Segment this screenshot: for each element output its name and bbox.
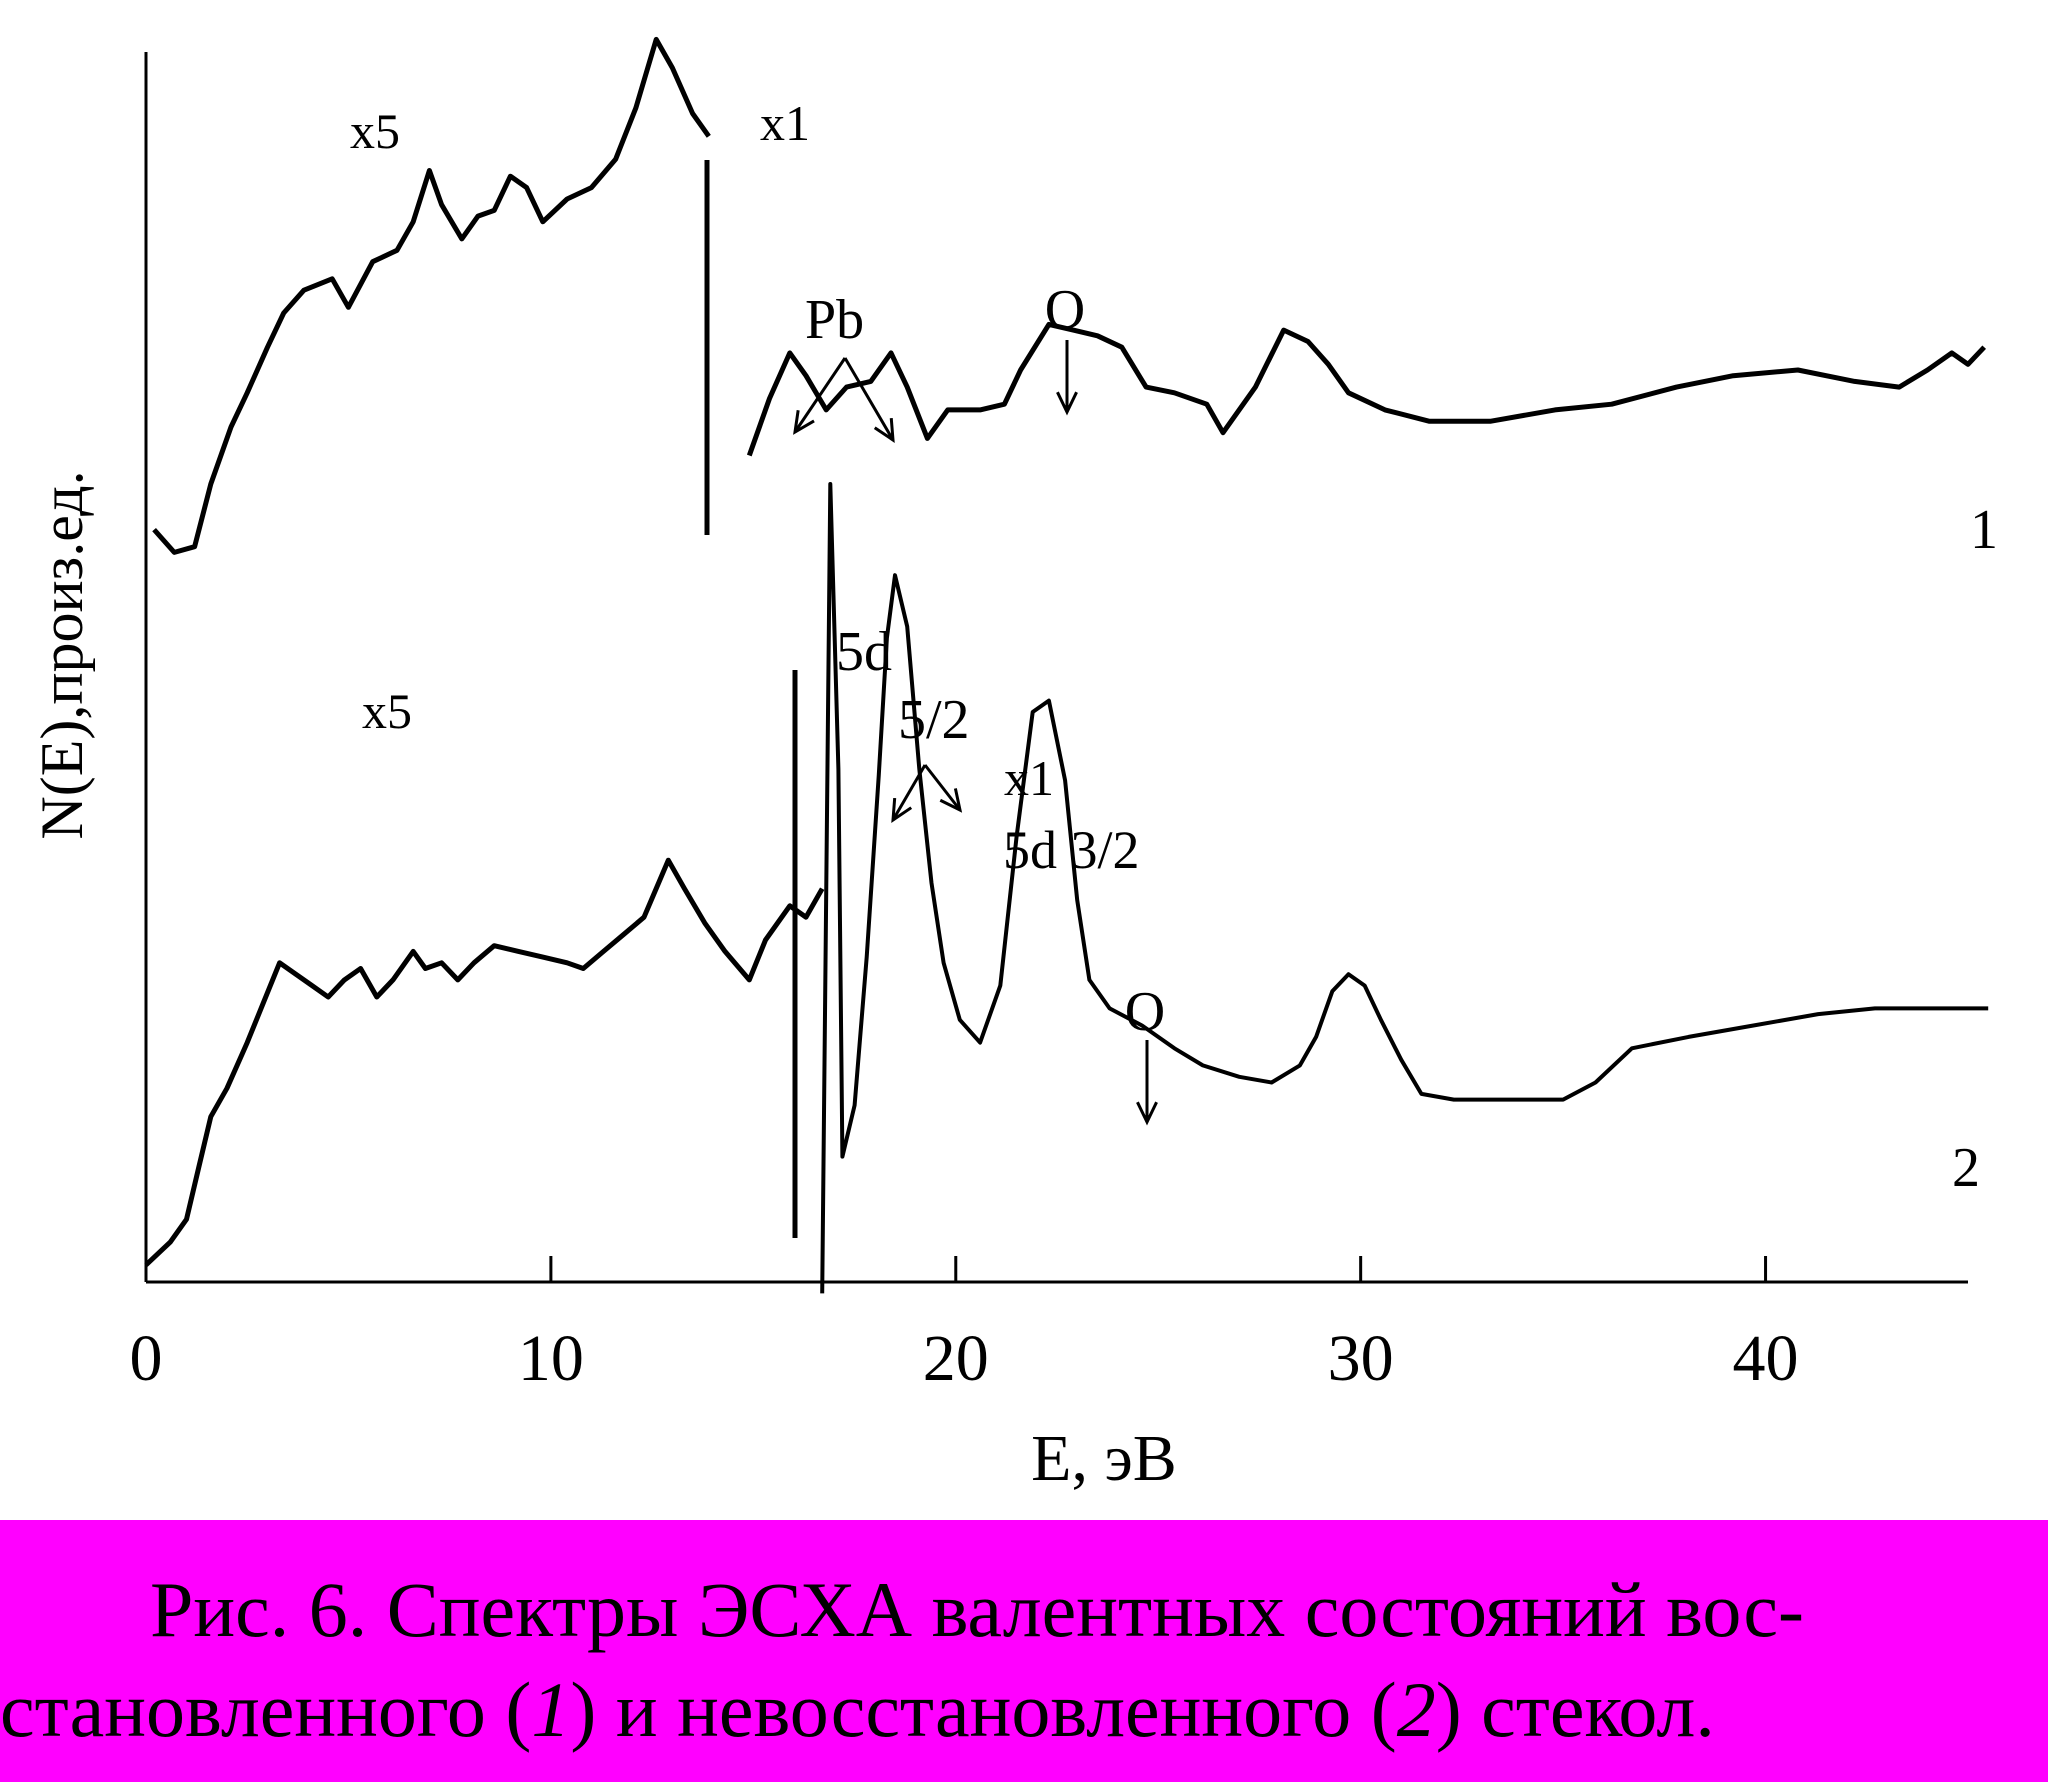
- label-pb: Pb: [805, 289, 864, 351]
- pb-arrow-left-icon-head: [793, 410, 815, 435]
- o-arrow-icon-head: [1136, 1101, 1158, 1126]
- series-1-line-x1: [746, 321, 1987, 457]
- pb-arrow-left-icon: [793, 357, 847, 433]
- label-5d-3-2: 5d 3/2: [1003, 820, 1140, 880]
- label-5d: 5d: [836, 621, 892, 683]
- series-label: 2: [1952, 1137, 1980, 1199]
- label-5-2: 5/2: [898, 689, 970, 751]
- caption-text: становленного (: [0, 1666, 532, 1753]
- figure-caption: Рис. 6. Спектры ЭСХА валентных состояний…: [0, 1520, 2048, 1782]
- pb-arrow-right-icon-head: [873, 417, 895, 443]
- scale-label-x5: x5: [362, 683, 412, 739]
- arrow-5-2-left-icon: [891, 764, 927, 821]
- scale-label-x1: x1: [760, 95, 810, 151]
- caption-series-ref-2: 2: [1396, 1666, 1436, 1753]
- x-tick-label: 40: [1733, 1322, 1799, 1395]
- y-axis-label: N(E),произ.ед.: [29, 470, 95, 839]
- scale-label-x1: x1: [1004, 750, 1054, 806]
- caption-text: ) стекол.: [1435, 1666, 1715, 1753]
- series-2-line-x1: [820, 482, 1989, 1294]
- x-axis-label: E, эВ: [1031, 1422, 1177, 1495]
- series-label: 1: [1970, 499, 1998, 561]
- pb-arrow-right-icon: [843, 357, 895, 441]
- series-2-line-x5: [144, 857, 825, 1267]
- caption-line-2: становленного (1) и невосстановленного (…: [0, 1660, 1715, 1760]
- arrow-5-2-right-icon: [923, 764, 962, 811]
- series-1-line-x5: [152, 36, 711, 555]
- figure: 0 10 20 30 40 E, эВ N(E),произ.ед. x5 x1 Pb O 1 x5 5d…: [29, 36, 1998, 1495]
- x-tick-label: 30: [1328, 1322, 1394, 1395]
- spectra-chart: 0 10 20 30 40 E, эВ N(E),произ.ед. x5 x1 Pb O 1 x5 5d…: [29, 36, 1998, 1495]
- caption-text: ) и невосстановленного (: [570, 1666, 1397, 1753]
- label-o: O: [1045, 279, 1085, 341]
- o-arrow-icon-head: [1056, 391, 1078, 416]
- x-tick-label: 10: [518, 1322, 584, 1395]
- caption-line-1: Рис. 6. Спектры ЭСХА валентных состояний…: [150, 1566, 1804, 1653]
- arrow-5-2-left-icon-head: [891, 797, 913, 823]
- x-tick-label: 0: [130, 1322, 163, 1395]
- x-tick-label: 20: [923, 1322, 989, 1395]
- scale-label-x5: x5: [350, 103, 400, 159]
- label-o: O: [1125, 981, 1165, 1043]
- caption-series-ref-1: 1: [531, 1666, 571, 1753]
- arrow-5-2-right-icon-head: [939, 788, 963, 813]
